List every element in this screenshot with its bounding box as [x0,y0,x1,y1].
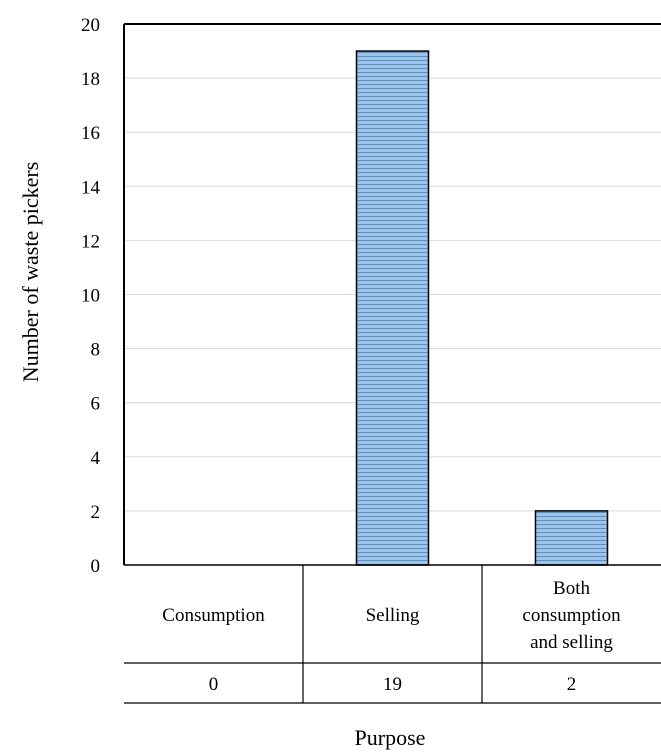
y-tick-label: 6 [91,394,101,415]
y-axis-title: Number of waste pickers [18,162,43,383]
value-label: 0 [209,674,219,695]
y-tick-labels: 0 2 4 6 8 10 12 14 16 18 20 [81,15,101,577]
y-tick-label: 12 [81,231,100,252]
y-tick-label: 2 [91,502,101,523]
y-tick-label: 10 [81,286,100,307]
axes [123,23,661,566]
x-axis-title: Purpose [355,725,426,750]
y-tick-label: 14 [81,177,101,198]
category-label: Consumption [162,605,265,626]
bars [355,50,609,566]
data-table: Consumption 0 Selling 19 Both consumption and … [124,565,661,704]
y-tick-label: 20 [81,15,100,36]
y-tick-label: 8 [91,340,101,361]
y-tick-label: 4 [91,448,101,469]
bar-2 [355,50,430,566]
category-label: Selling [366,605,420,626]
y-tick-label: 18 [81,69,100,90]
y-tick-label: 16 [81,123,100,144]
value-label: 2 [567,674,577,695]
y-tick-label: 0 [91,556,101,577]
bar-3 [534,510,609,566]
category-label: Both consumption and selling [522,578,621,653]
value-label: 19 [383,674,402,695]
